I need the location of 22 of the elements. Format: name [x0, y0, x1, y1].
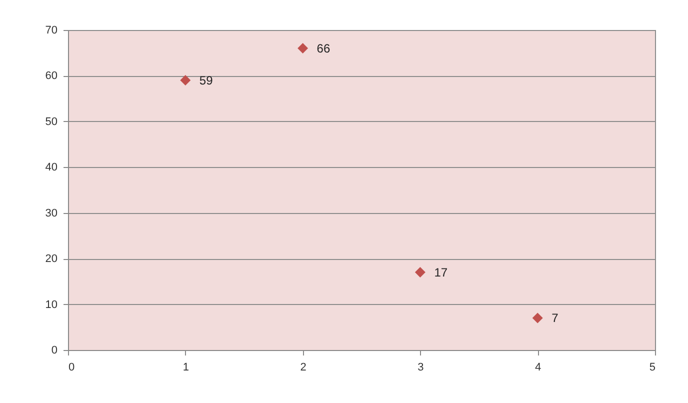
y-tick-label: 40	[45, 162, 58, 174]
x-tick-label: 4	[535, 362, 542, 374]
y-tick-label: 0	[51, 344, 58, 356]
x-tick-label: 0	[68, 362, 75, 374]
data-label: 17	[434, 265, 448, 280]
x-tick-label: 1	[182, 362, 189, 374]
data-label: 59	[199, 73, 214, 88]
x-tick-label: 2	[300, 362, 306, 374]
point	[180, 75, 191, 86]
data-label: 7	[552, 311, 559, 325]
y-tick-label: 30	[45, 207, 58, 220]
point	[414, 267, 426, 278]
x-tick-label: 3	[418, 362, 424, 374]
point	[298, 43, 308, 54]
y-tick-label: 10	[45, 298, 58, 311]
x-tick-label: 5	[649, 362, 656, 374]
y-tick-label: 60	[45, 70, 58, 82]
y-tick-label: 70	[45, 24, 58, 36]
point	[532, 312, 543, 324]
data-label: 66	[316, 41, 330, 56]
y-tick-label: 50	[45, 116, 58, 128]
y-tick-label: 20	[45, 253, 58, 266]
